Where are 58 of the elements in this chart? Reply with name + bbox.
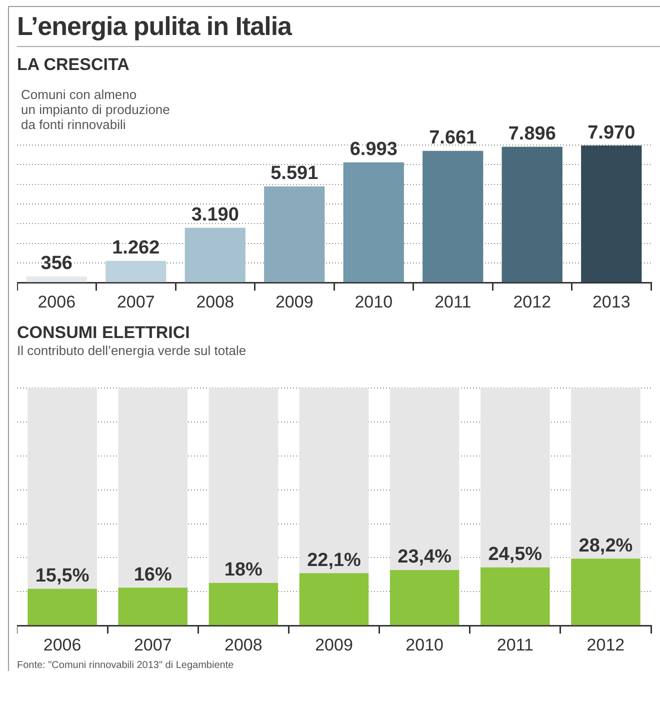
data-label: 18% bbox=[224, 560, 263, 581]
bar bbox=[118, 388, 188, 588]
data-label: 23,4% bbox=[398, 546, 452, 568]
bar bbox=[480, 388, 550, 568]
bar bbox=[571, 388, 640, 559]
x-tick-label: 2007 bbox=[116, 292, 155, 312]
bar bbox=[299, 573, 369, 626]
x-tick-label: 2008 bbox=[224, 635, 262, 654]
bar bbox=[28, 388, 97, 589]
x-tick-label: 2010 bbox=[354, 292, 393, 312]
bar bbox=[390, 570, 460, 626]
data-label: 15,5% bbox=[35, 566, 90, 587]
x-tick-label: 2011 bbox=[496, 635, 534, 654]
bar bbox=[480, 567, 550, 626]
x-tick-label: 2012 bbox=[586, 635, 625, 654]
data-label: 1.262 bbox=[112, 238, 160, 259]
chart-subtitle: LA CRESCITA bbox=[17, 55, 130, 75]
data-label: 7.661 bbox=[429, 128, 478, 149]
data-label: 28,2% bbox=[578, 535, 633, 556]
data-label: 7.970 bbox=[588, 122, 636, 144]
data-label: 6.993 bbox=[350, 139, 398, 160]
x-tick-label: 2009 bbox=[275, 292, 314, 312]
bar bbox=[390, 388, 460, 570]
x-tick-label: 2007 bbox=[134, 635, 172, 654]
data-label: 24,5% bbox=[488, 544, 542, 566]
bar bbox=[343, 162, 404, 282]
x-tick-label: 2011 bbox=[434, 292, 472, 312]
bar bbox=[208, 582, 278, 626]
bar bbox=[571, 558, 640, 626]
bar bbox=[502, 146, 562, 282]
chart-subtitle: Il contributo dell’energia verde sul totale bbox=[17, 343, 248, 358]
data-label: 3.190 bbox=[191, 204, 239, 226]
x-tick-label: 2006 bbox=[43, 635, 82, 654]
data-label: 22,1% bbox=[307, 550, 362, 571]
bar bbox=[208, 388, 278, 583]
data-label: 5.591 bbox=[270, 163, 319, 184]
bar bbox=[106, 260, 166, 282]
x-tick-label: 2006 bbox=[38, 292, 76, 312]
data-label: 7.896 bbox=[508, 124, 556, 145]
bar bbox=[299, 388, 369, 574]
bar bbox=[26, 276, 87, 282]
data-label: 16% bbox=[134, 564, 172, 586]
x-tick-label: 2012 bbox=[513, 292, 552, 312]
bar bbox=[422, 150, 484, 282]
bar bbox=[184, 228, 246, 282]
x-tick-label: 2010 bbox=[406, 635, 444, 654]
bar bbox=[118, 588, 188, 626]
x-tick-label: 2013 bbox=[592, 292, 630, 312]
x-tick-label: 2008 bbox=[196, 292, 234, 312]
data-label: 356 bbox=[40, 253, 72, 274]
bar bbox=[264, 186, 325, 282]
source-note: Fonte: "Comuni rinnovabili 2013" di Legambiente bbox=[17, 660, 235, 671]
bar bbox=[28, 588, 97, 626]
chart-title: L’energia pulita in Italia bbox=[17, 7, 660, 47]
text: Comuni con almeno un impianto di produzione da fonti rinnovabili bbox=[21, 87, 170, 132]
chart-title: CONSUMI ELETTRICI bbox=[17, 323, 191, 343]
x-tick-label: 2009 bbox=[315, 635, 353, 654]
bar bbox=[581, 146, 642, 282]
